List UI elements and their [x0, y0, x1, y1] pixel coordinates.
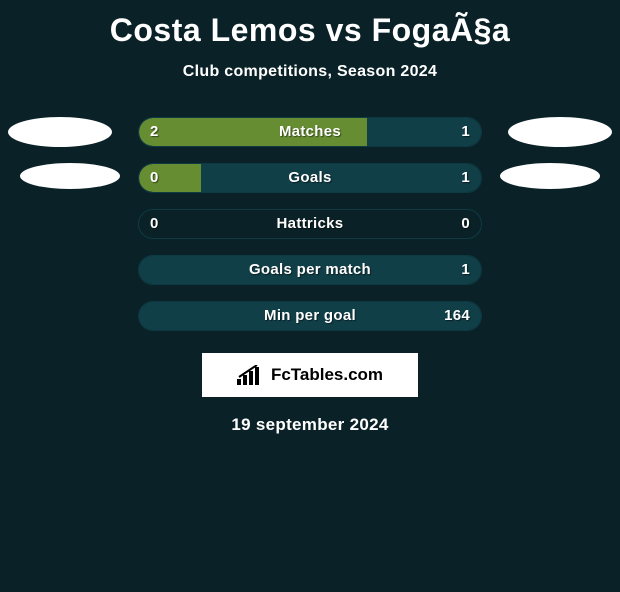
- stat-row: Goals per match 1: [0, 255, 620, 285]
- stat-label: Goals per match: [138, 255, 482, 285]
- page-title: Costa Lemos vs FogaÃ§a: [0, 12, 620, 49]
- stats-chart: 2 Matches 1 0 Goals 1 0 Hattricks 0 Goal…: [0, 117, 620, 331]
- chart-icon: [237, 365, 265, 385]
- stat-row: 0 Hattricks 0: [0, 209, 620, 239]
- stat-right-value: 1: [461, 163, 470, 193]
- logo-text: FcTables.com: [271, 365, 383, 385]
- stat-right-value: 1: [461, 117, 470, 147]
- subtitle: Club competitions, Season 2024: [0, 63, 620, 81]
- stat-right-value: 1: [461, 255, 470, 285]
- player-left-avatar: [20, 163, 120, 189]
- stat-row: 0 Goals 1: [0, 163, 620, 193]
- logo-band: FcTables.com: [202, 353, 418, 397]
- stat-label: Hattricks: [138, 209, 482, 239]
- player-right-avatar: [508, 117, 612, 147]
- stat-row: Min per goal 164: [0, 301, 620, 331]
- stat-row: 2 Matches 1: [0, 117, 620, 147]
- stat-right-value: 164: [444, 301, 470, 331]
- stat-label: Min per goal: [138, 301, 482, 331]
- stat-label: Goals: [138, 163, 482, 193]
- date-line: 19 september 2024: [0, 415, 620, 435]
- player-left-avatar: [8, 117, 112, 147]
- stat-label: Matches: [138, 117, 482, 147]
- player-right-avatar: [500, 163, 600, 189]
- stat-right-value: 0: [461, 209, 470, 239]
